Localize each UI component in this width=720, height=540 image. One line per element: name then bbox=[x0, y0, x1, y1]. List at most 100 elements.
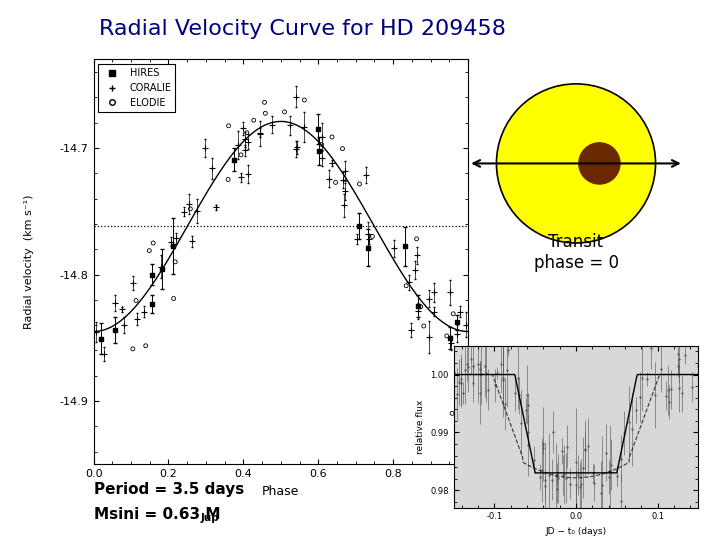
CORALIE bbox=[316, 132, 328, 141]
ELODIE bbox=[447, 309, 459, 318]
CORALIE bbox=[266, 120, 277, 129]
ELODIE bbox=[411, 234, 423, 243]
CORALIE bbox=[291, 143, 302, 152]
Text: Jup: Jup bbox=[200, 514, 219, 523]
CORALIE bbox=[451, 329, 463, 338]
HIRES bbox=[451, 318, 462, 326]
CORALIE bbox=[166, 237, 177, 246]
HIRES bbox=[146, 300, 158, 308]
Y-axis label: Radial velocity  (km s⁻¹): Radial velocity (km s⁻¹) bbox=[24, 194, 34, 329]
CORALIE bbox=[242, 170, 253, 179]
ELODIE bbox=[169, 258, 181, 266]
ELODIE bbox=[337, 144, 348, 153]
ELODIE bbox=[326, 133, 338, 141]
Text: Transit
phase = 0: Transit phase = 0 bbox=[534, 233, 618, 272]
CORALIE bbox=[445, 288, 456, 297]
CORALIE bbox=[338, 167, 350, 176]
HIRES bbox=[228, 156, 240, 164]
CORALIE bbox=[186, 237, 197, 246]
CORALIE bbox=[138, 307, 149, 316]
ELODIE bbox=[279, 107, 290, 116]
CORALIE bbox=[403, 278, 415, 287]
ELODIE bbox=[248, 116, 259, 125]
ELODIE bbox=[316, 140, 328, 149]
CORALIE bbox=[351, 235, 363, 244]
HIRES bbox=[156, 264, 168, 273]
ELODIE bbox=[415, 302, 426, 311]
CORALIE bbox=[242, 137, 253, 146]
CORALIE bbox=[210, 203, 222, 212]
CORALIE bbox=[360, 171, 372, 179]
CORALIE bbox=[290, 92, 302, 101]
ELODIE bbox=[366, 232, 378, 241]
CORALIE bbox=[117, 305, 128, 314]
HIRES bbox=[353, 222, 364, 231]
HIRES bbox=[444, 334, 455, 342]
Text: Msini = 0.63 M: Msini = 0.63 M bbox=[94, 507, 220, 522]
ELODIE bbox=[441, 332, 453, 340]
ELODIE bbox=[241, 129, 253, 137]
CORALIE bbox=[428, 307, 440, 316]
HIRES bbox=[313, 146, 325, 155]
CORALIE bbox=[131, 314, 143, 323]
ELODIE bbox=[168, 294, 179, 303]
ELODIE bbox=[184, 205, 196, 213]
CORALIE bbox=[178, 207, 189, 216]
HIRES bbox=[146, 271, 158, 279]
HIRES bbox=[362, 244, 374, 252]
ELODIE bbox=[222, 122, 234, 130]
CORALIE bbox=[99, 350, 110, 359]
CORALIE bbox=[206, 164, 217, 173]
CORALIE bbox=[240, 135, 251, 144]
CORALIE bbox=[423, 294, 435, 303]
Y-axis label: relative flux: relative flux bbox=[415, 400, 425, 454]
CORALIE bbox=[460, 321, 472, 329]
CORALIE bbox=[410, 266, 421, 274]
HIRES bbox=[312, 125, 323, 133]
CORALIE bbox=[255, 129, 266, 138]
CORALIE bbox=[423, 332, 435, 341]
ELODIE bbox=[222, 175, 234, 184]
CORALIE bbox=[454, 307, 466, 316]
CORALIE bbox=[405, 326, 417, 334]
ELODIE bbox=[143, 246, 155, 255]
CORALIE bbox=[388, 244, 400, 253]
HIRES bbox=[400, 242, 411, 251]
CORALIE bbox=[413, 307, 424, 315]
CORALIE bbox=[326, 158, 338, 167]
CORALIE bbox=[364, 235, 375, 244]
ELODIE bbox=[299, 96, 310, 104]
CORALIE bbox=[119, 321, 130, 329]
ELODIE bbox=[235, 151, 247, 159]
ELODIE bbox=[446, 409, 458, 417]
CORALIE bbox=[239, 146, 251, 154]
CORALIE bbox=[254, 129, 266, 137]
HIRES bbox=[412, 301, 423, 310]
ELODIE bbox=[258, 98, 270, 106]
ELODIE bbox=[400, 281, 412, 290]
ELODIE bbox=[127, 345, 138, 353]
CORALIE bbox=[363, 230, 374, 238]
CORALIE bbox=[232, 140, 243, 149]
CORALIE bbox=[191, 206, 202, 215]
ELODIE bbox=[354, 180, 365, 188]
CORALIE bbox=[316, 154, 328, 163]
Circle shape bbox=[497, 84, 655, 243]
X-axis label: Phase: Phase bbox=[262, 485, 300, 498]
CORALIE bbox=[109, 299, 121, 307]
ELODIE bbox=[330, 178, 341, 187]
ELODIE bbox=[130, 296, 142, 305]
Circle shape bbox=[579, 143, 620, 184]
CORALIE bbox=[412, 251, 423, 260]
HIRES bbox=[109, 326, 121, 334]
Legend: HIRES, CORALIE, ELODIE: HIRES, CORALIE, ELODIE bbox=[99, 64, 176, 112]
CORALIE bbox=[337, 176, 348, 185]
ELODIE bbox=[418, 322, 430, 330]
CORALIE bbox=[290, 145, 302, 153]
Text: Radial Velocity Curve for HD 209458: Radial Velocity Curve for HD 209458 bbox=[99, 19, 506, 39]
HIRES bbox=[167, 242, 179, 251]
CORALIE bbox=[298, 123, 310, 131]
CORALIE bbox=[235, 173, 247, 181]
X-axis label: JD − t₀ (days): JD − t₀ (days) bbox=[546, 527, 606, 536]
CORALIE bbox=[323, 174, 335, 183]
